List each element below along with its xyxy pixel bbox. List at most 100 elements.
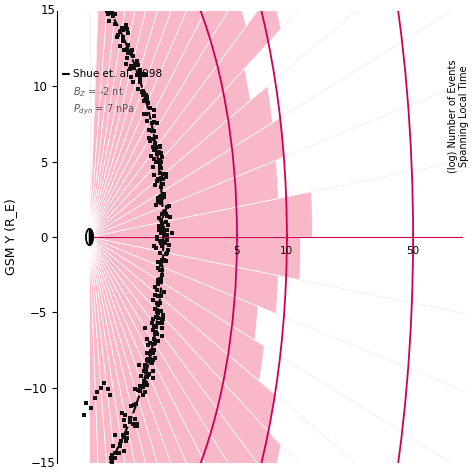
Point [151, 283, 159, 291]
Point [132, 61, 139, 68]
Point [159, 224, 166, 231]
Point [135, 85, 142, 92]
Point [155, 222, 163, 229]
Y-axis label: GSM Y (R_E): GSM Y (R_E) [4, 199, 17, 275]
Point [149, 374, 156, 382]
Point [164, 231, 171, 238]
Wedge shape [90, 0, 281, 237]
Point [151, 145, 158, 152]
Wedge shape [90, 237, 188, 474]
Point [150, 335, 158, 343]
Point [158, 332, 165, 340]
Point [117, 442, 124, 450]
Point [143, 117, 150, 125]
Point [152, 291, 159, 299]
Text: 15: 15 [41, 4, 56, 17]
Point [145, 357, 152, 365]
Point [158, 154, 166, 161]
Text: 10: 10 [280, 246, 293, 256]
Point [127, 415, 134, 422]
Point [117, 42, 124, 50]
Wedge shape [90, 160, 278, 237]
Wedge shape [90, 237, 200, 474]
Point [154, 199, 162, 206]
Point [147, 152, 155, 159]
Point [162, 251, 170, 258]
Point [154, 276, 162, 283]
Wedge shape [90, 237, 275, 431]
Point [146, 104, 154, 112]
Point [155, 319, 163, 327]
Point [149, 346, 157, 354]
Point [159, 227, 166, 235]
Point [156, 193, 164, 201]
Text: 5: 5 [234, 246, 240, 256]
Point [138, 72, 146, 79]
Point [163, 257, 170, 265]
Point [113, 33, 121, 41]
Point [149, 349, 156, 356]
Point [128, 62, 136, 70]
Wedge shape [90, 237, 267, 474]
Point [157, 164, 165, 172]
Point [81, 411, 88, 419]
Point [141, 324, 149, 332]
Point [130, 64, 137, 72]
Point [141, 96, 149, 103]
Point [124, 29, 131, 36]
Point [141, 70, 148, 78]
Point [104, 386, 111, 393]
Point [133, 420, 141, 428]
Point [157, 266, 164, 273]
Point [116, 28, 124, 36]
Point [157, 307, 164, 314]
Point [127, 63, 135, 70]
Point [149, 163, 157, 171]
Point [121, 25, 128, 32]
Point [155, 148, 163, 155]
Point [159, 210, 166, 218]
Point [143, 373, 151, 381]
Point [112, 431, 119, 438]
Point [140, 377, 147, 384]
Point [137, 75, 144, 82]
Point [144, 356, 151, 364]
Point [123, 60, 130, 68]
Point [109, 451, 116, 459]
Point [137, 74, 144, 82]
Point [166, 213, 174, 220]
Point [152, 324, 160, 331]
Point [157, 292, 164, 300]
Point [82, 399, 90, 407]
Point [162, 173, 170, 181]
Point [97, 384, 105, 392]
Point [139, 91, 147, 99]
Point [147, 358, 155, 366]
Wedge shape [90, 0, 176, 237]
Wedge shape [90, 86, 273, 237]
Point [156, 170, 164, 177]
Point [142, 91, 149, 99]
Point [107, 392, 114, 399]
Point [143, 335, 151, 343]
Point [150, 112, 158, 120]
Point [154, 308, 161, 316]
Point [124, 46, 131, 53]
Point [123, 55, 131, 62]
Wedge shape [90, 0, 184, 237]
Point [155, 314, 162, 322]
Point [149, 326, 157, 334]
Point [91, 395, 99, 402]
Point [139, 87, 147, 95]
Point [111, 449, 118, 457]
Point [158, 220, 166, 228]
Point [157, 199, 164, 206]
Point [144, 341, 152, 349]
Point [163, 210, 170, 218]
Point [157, 237, 164, 245]
Point [131, 420, 138, 428]
Point [119, 26, 127, 34]
Point [152, 182, 159, 189]
Point [164, 204, 171, 211]
Point [153, 236, 160, 243]
